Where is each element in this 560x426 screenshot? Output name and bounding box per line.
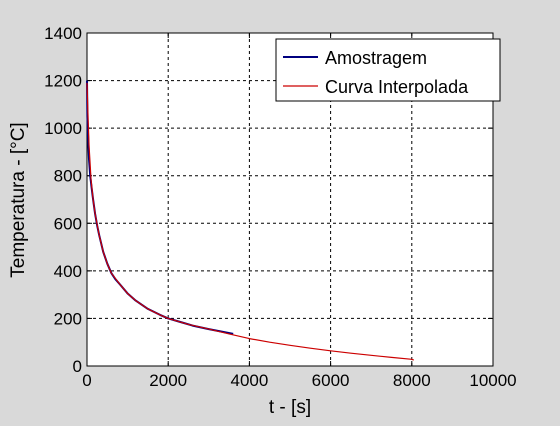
y-tick-label: 1200 [44, 72, 82, 91]
x-tick-label: 2000 [149, 371, 187, 390]
y-tick-label: 1400 [44, 24, 82, 43]
y-tick-label: 400 [54, 262, 82, 281]
y-axis-label: Temperatura - [°C] [8, 122, 29, 277]
x-tick-label: 6000 [312, 371, 350, 390]
x-tick-label: 10000 [469, 371, 516, 390]
x-tick-label: 0 [82, 371, 91, 390]
legend-label: Amostragem [325, 48, 427, 68]
y-tick-label: 1000 [44, 119, 82, 138]
x-tick-label: 4000 [230, 371, 268, 390]
axis-ticks: 0 2000 4000 6000 8000 10000 0 200 400 600 800 1000 1… [44, 24, 516, 390]
x-axis-label: t - [s] [269, 397, 311, 418]
series-line-curva-interpolada [86, 82, 415, 361]
y-tick-label: 0 [73, 357, 82, 376]
legend-label: Curva Interpolada [325, 77, 469, 97]
x-tick-label: 8000 [393, 371, 431, 390]
y-tick-label: 800 [54, 167, 82, 186]
y-tick-label: 200 [54, 309, 82, 328]
legend-box [275, 38, 501, 102]
y-tick-label: 600 [54, 214, 82, 233]
series-group [86, 80, 415, 361]
legend: Amostragem Curva Interpolada [275, 38, 501, 102]
